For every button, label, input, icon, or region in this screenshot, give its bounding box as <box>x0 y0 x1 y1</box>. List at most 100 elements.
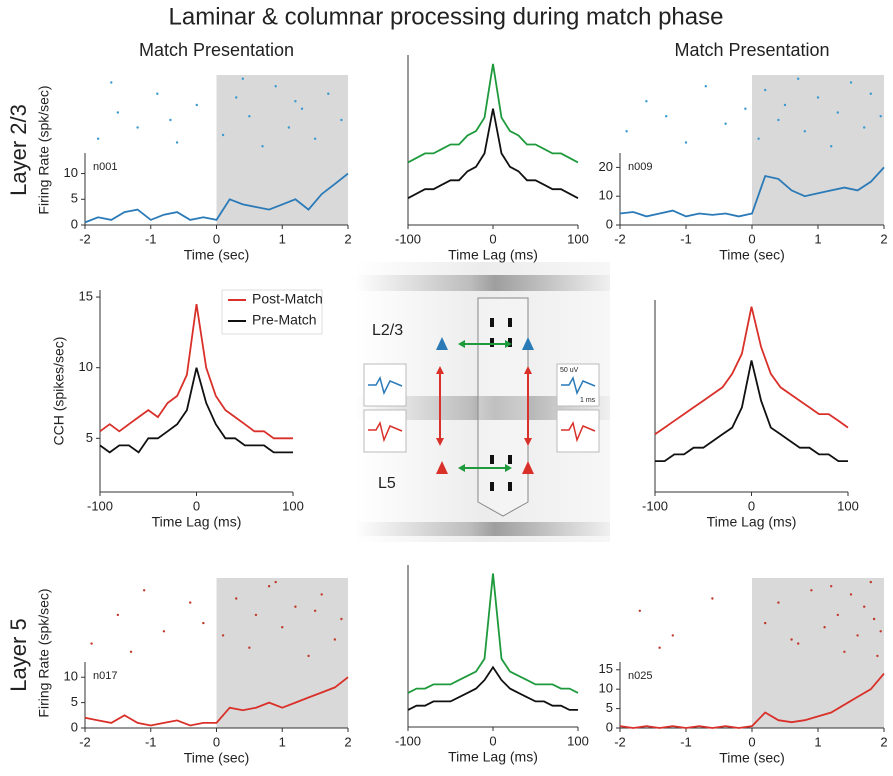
x-tick-label: -2 <box>614 734 626 749</box>
spike <box>195 103 198 107</box>
scale-label: 1 ms <box>580 397 596 404</box>
x-tick-label: 100 <box>282 498 304 513</box>
spike <box>816 96 820 99</box>
shaded-region <box>752 578 884 728</box>
y-tick-label: 5 <box>71 191 78 206</box>
x-tick-label: 2 <box>880 231 887 246</box>
panel: -100 0 100 Time Lag (ms) <box>642 300 859 530</box>
panel-title: Match Presentation <box>139 40 294 60</box>
spike <box>294 605 297 608</box>
spike <box>248 646 251 649</box>
y-tick-label: 0 <box>606 719 613 734</box>
spike <box>116 111 120 114</box>
x-tick-label: 0 <box>748 498 755 513</box>
electrode-shank <box>477 297 529 517</box>
spike <box>235 597 238 600</box>
panel-title: Match Presentation <box>674 40 829 60</box>
spike <box>142 589 146 592</box>
y-tick-label: 10 <box>79 359 93 374</box>
spike <box>856 634 859 637</box>
spike <box>340 617 343 621</box>
spike <box>724 122 727 125</box>
spike <box>96 137 100 140</box>
x-tick-label: 100 <box>567 231 589 246</box>
spike <box>300 107 304 110</box>
x-tick-label: 0 <box>748 734 755 749</box>
x-tick-label: -100 <box>395 231 421 246</box>
spike <box>313 137 317 140</box>
x-tick-label: 2 <box>344 734 351 749</box>
unit-label: n009 <box>628 161 652 173</box>
spike <box>136 126 139 129</box>
shaded-region <box>216 578 348 728</box>
data-line <box>407 665 578 711</box>
data-line <box>655 360 848 462</box>
spike <box>879 630 882 633</box>
panel: -2 -1 0 1 2 0 5 10 n017 Time (sec) Firing Rate (sp… <box>36 578 352 766</box>
layer-band <box>355 522 610 536</box>
spike <box>777 118 780 122</box>
spike <box>836 613 839 617</box>
spike <box>764 621 767 625</box>
spike <box>876 654 879 658</box>
neuron <box>436 337 448 350</box>
data-line <box>407 108 579 199</box>
x-tick-label: 0 <box>748 231 755 246</box>
layer-band <box>355 275 610 291</box>
y-tick-label: 10 <box>599 681 613 696</box>
y-axis-label: Firing Rate (spk/sec) <box>36 85 52 214</box>
spike <box>764 88 767 92</box>
y-tick-label: 10 <box>64 165 78 180</box>
layer-label: L5 <box>378 475 396 492</box>
data-line <box>84 676 349 727</box>
x-tick-label: -2 <box>79 231 91 246</box>
y-axis-label: Firing Rate (spk/sec) <box>36 588 52 717</box>
x-tick-label: 1 <box>814 734 821 749</box>
shaded-region <box>752 75 884 225</box>
x-tick-label: 0 <box>489 231 496 246</box>
y-tick-label: 5 <box>71 694 78 709</box>
x-axis-label: Time (sec) <box>719 247 785 263</box>
spike <box>313 609 317 612</box>
spike <box>327 92 330 95</box>
neuron <box>522 337 534 350</box>
shaded-region <box>216 75 348 225</box>
spike <box>836 111 839 114</box>
spike <box>757 137 760 140</box>
y-tick-label: 5 <box>86 430 93 445</box>
spike <box>129 650 133 653</box>
spike <box>879 115 882 118</box>
x-tick-label: 100 <box>567 733 589 748</box>
panel: -100 0 100 Time Lag (ms) <box>395 55 589 263</box>
x-tick-label: 2 <box>880 734 887 749</box>
spike <box>658 646 661 649</box>
x-tick-label: -1 <box>145 734 157 749</box>
spike <box>116 613 120 617</box>
spike <box>704 85 707 88</box>
data-line <box>84 172 349 224</box>
spike <box>777 601 780 604</box>
y-tick-label: 0 <box>606 216 613 231</box>
layer-label: L2/3 <box>372 322 403 339</box>
row-label: Layer 5 <box>6 618 31 691</box>
x-tick-label: -100 <box>642 498 668 513</box>
panel: -2 -1 0 1 2 0 5 10 15 n025 Time (sec) <box>599 578 888 766</box>
spike <box>189 601 192 604</box>
spike <box>241 77 244 80</box>
spike <box>90 642 93 645</box>
x-tick-label: -1 <box>145 231 157 246</box>
figure-title: Laminar & columnar processing during mat… <box>169 3 724 30</box>
spike <box>267 585 271 588</box>
x-tick-label: -2 <box>79 734 91 749</box>
spike <box>830 145 833 148</box>
spike <box>830 585 833 588</box>
x-axis-label: Time Lag (ms) <box>707 514 797 530</box>
spike <box>849 81 853 84</box>
spike <box>340 118 343 122</box>
x-axis-label: Time Lag (ms) <box>448 247 538 263</box>
spike <box>320 593 323 596</box>
y-tick-label: 0 <box>71 216 78 231</box>
spike <box>843 650 846 653</box>
legend-box <box>221 289 323 335</box>
